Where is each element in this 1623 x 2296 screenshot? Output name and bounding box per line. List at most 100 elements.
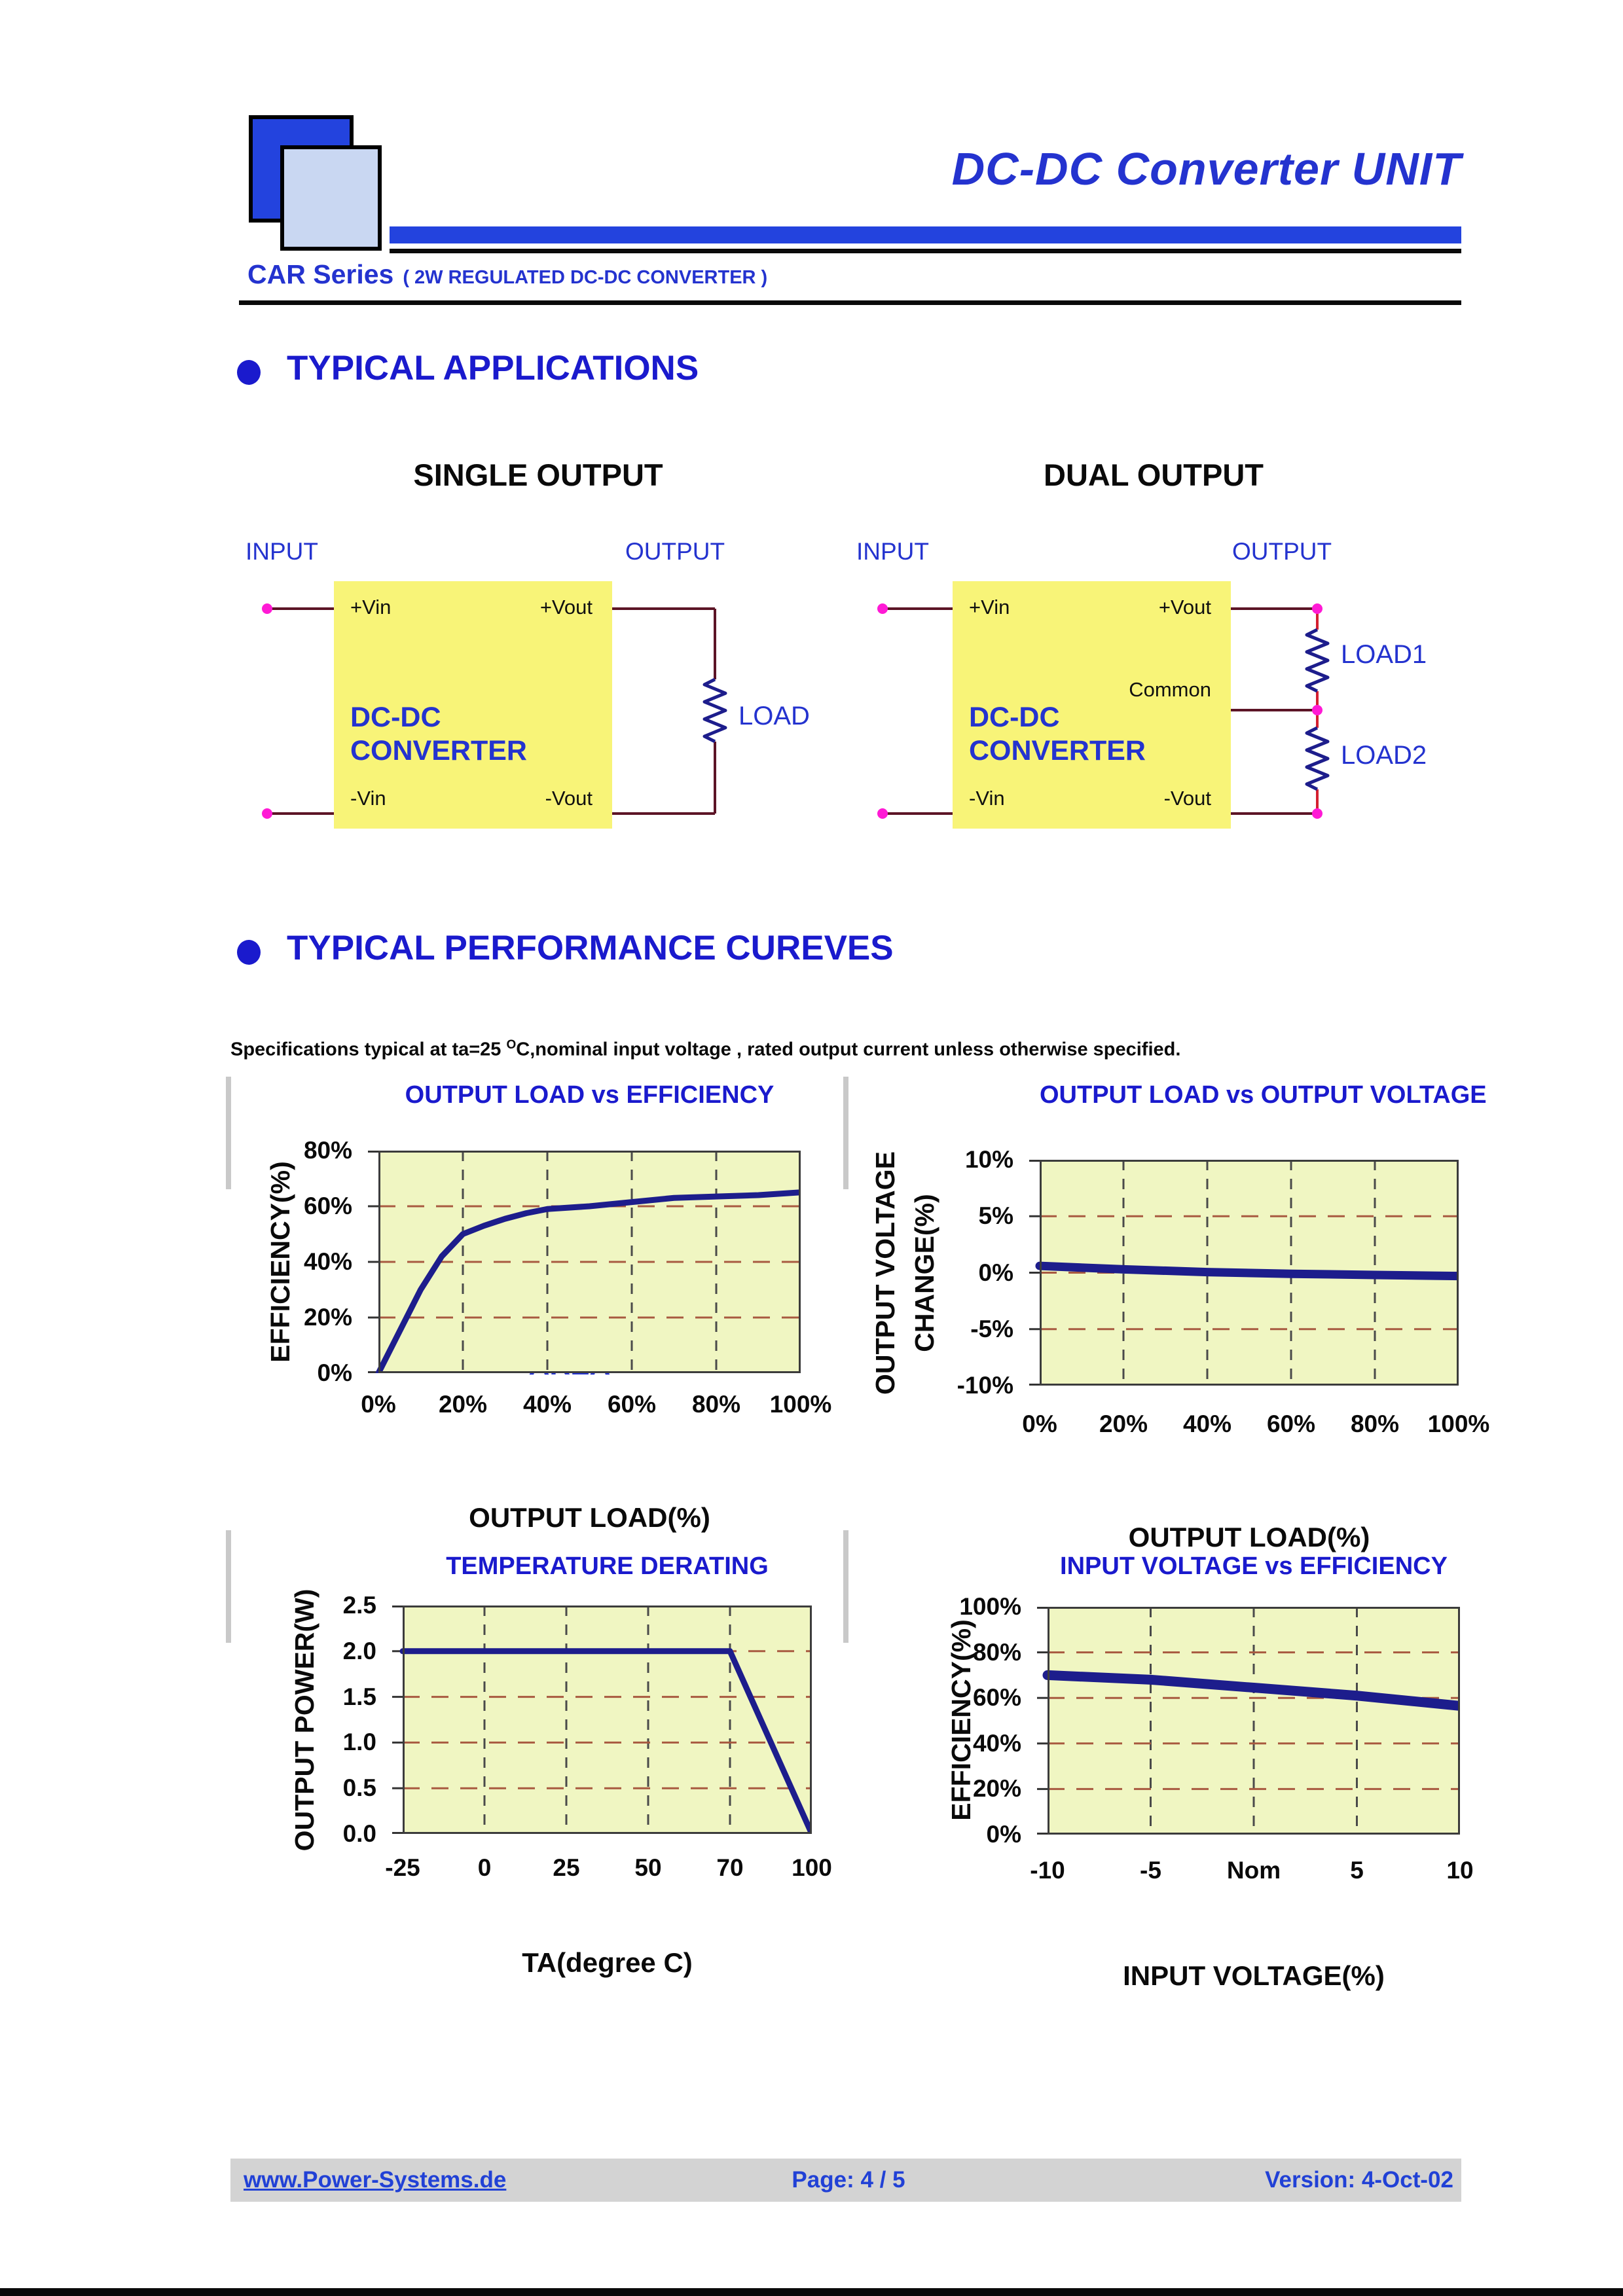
y-tick-label: 40% — [303, 1248, 352, 1275]
x-axis-label: OUTPUT LOAD(%) — [469, 1502, 710, 1533]
performance-heading: TYPICAL PERFORMANCE CUREVES — [287, 929, 894, 967]
spec-note-suffix: C,nominal input voltage , rated output c… — [516, 1039, 1181, 1060]
y-tick-label: 0% — [986, 1821, 1021, 1848]
applications-heading: TYPICAL APPLICATIONS — [287, 349, 699, 387]
cell-border-mark — [226, 1077, 231, 1189]
logo-front-square — [280, 145, 382, 251]
junction-dot — [877, 808, 888, 819]
y-tick-label: 60% — [303, 1193, 352, 1219]
y-tick-label: 80% — [303, 1137, 352, 1164]
junction-dot — [262, 603, 272, 614]
x-tick-label: -5 — [1140, 1857, 1161, 1884]
chart-title: INPUT VOLTAGE vs EFFICIENCY — [1060, 1552, 1448, 1580]
x-tick-label: 70 — [716, 1854, 744, 1881]
series-black-rule — [239, 300, 1461, 305]
single-box-title-line2: CONVERTER — [350, 735, 527, 766]
cell-border-mark — [843, 1530, 848, 1643]
circuit-wiring-svg — [262, 603, 1330, 819]
y-axis-label: EFFICIENCY(%) — [946, 1619, 976, 1821]
chart-title: OUTPUT LOAD vs EFFICIENCY — [405, 1081, 775, 1109]
x-tick-label: Nom — [1226, 1857, 1281, 1884]
series-name: CAR Series — [247, 259, 394, 289]
x-tick-label: 50 — [634, 1854, 662, 1881]
cell-border-mark — [226, 1530, 231, 1643]
cell-border-mark — [843, 1077, 848, 1189]
spec-note: Specifications typical at ta=25 OC,nomin… — [230, 1038, 1180, 1061]
dual-pin-vout-neg: -Vout — [1163, 787, 1211, 810]
series-description: ( 2W REGULATED DC-DC CONVERTER ) — [403, 267, 768, 288]
y-tick-label: 10% — [964, 1146, 1013, 1173]
y-tick-label: 5% — [978, 1202, 1013, 1230]
x-tick-label: 10 — [1446, 1857, 1474, 1884]
x-tick-label: 0 — [477, 1854, 492, 1881]
dual-circuit-wires — [883, 607, 1317, 815]
load2-resistor-symbol — [1305, 726, 1330, 791]
dual-input-label: INPUT — [856, 538, 929, 565]
dual-box-title-line1: DC-DC — [969, 702, 1060, 733]
dual-load1-label: LOAD1 — [1341, 640, 1427, 669]
y-tick-label: -5% — [970, 1315, 1013, 1342]
y-tick-label: 80% — [972, 1638, 1021, 1666]
dual-output-label: OUTPUT — [1232, 538, 1332, 565]
spec-note-degree: O — [506, 1038, 517, 1052]
junction-dot — [1312, 808, 1322, 819]
x-tick-label: 80% — [691, 1391, 741, 1418]
spec-note-prefix: Specifications typical at ta=25 — [230, 1039, 507, 1060]
single-output-heading: SINGLE OUTPUT — [413, 457, 663, 492]
single-box-title: DC-DC CONVERTER — [350, 701, 527, 768]
y-tick-label: 0% — [978, 1259, 1013, 1286]
junction-dot — [262, 808, 272, 819]
x-tick-label: 60% — [607, 1391, 657, 1418]
x-tick-label: 100 — [792, 1854, 832, 1881]
junction-dot — [1312, 705, 1322, 715]
chart-plot — [368, 1151, 801, 1373]
x-tick-label: -10 — [1030, 1857, 1065, 1884]
x-tick-label: 0% — [361, 1391, 396, 1418]
y-tick-label: 0.5 — [342, 1774, 376, 1802]
x-tick-label: 0% — [1022, 1410, 1057, 1437]
single-converter-box: +Vin +Vout -Vin -Vout DC-DC CONVERTER — [334, 581, 612, 829]
single-load-label: LOAD — [739, 702, 810, 730]
dual-pin-vin-neg: -Vin — [969, 787, 1005, 810]
single-box-title-line1: DC-DC — [350, 702, 441, 733]
performance-bullet-icon — [237, 940, 261, 965]
dual-pin-vout-pos: +Vout — [1158, 596, 1211, 619]
y-tick-label: 100% — [959, 1593, 1021, 1620]
series-line: CAR Series ( 2W REGULATED DC-DC CONVERTER… — [247, 259, 1426, 290]
website-link[interactable]: www.Power-Systems.de — [244, 2167, 507, 2193]
dual-output-heading: DUAL OUTPUT — [1044, 457, 1264, 492]
x-tick-label: 80% — [1350, 1410, 1400, 1437]
chart-plot — [1029, 1160, 1459, 1386]
x-tick-label: 20% — [438, 1391, 488, 1418]
single-input-label: INPUT — [246, 538, 318, 565]
x-tick-label: 40% — [1182, 1410, 1232, 1437]
x-axis-label: TA(degree C) — [522, 1947, 693, 1978]
junction-dot — [877, 603, 888, 614]
y-tick-label: 2.5 — [342, 1592, 376, 1619]
dual-load2-label: LOAD2 — [1341, 741, 1427, 770]
y-axis-label: OUTPUT POWER(W) — [289, 1588, 319, 1852]
footer-version: Version: 4-Oct-02 — [1265, 2167, 1453, 2193]
load-resistor-symbol — [702, 677, 727, 744]
chart-title: OUTPUT LOAD vs OUTPUT VOLTAGE — [1040, 1081, 1487, 1109]
single-pin-vout-pos: +Vout — [539, 596, 593, 619]
x-tick-label: -25 — [385, 1854, 420, 1881]
x-tick-label: 20% — [1099, 1410, 1148, 1437]
x-axis-label: INPUT VOLTAGE(%) — [1123, 1960, 1385, 1991]
dual-box-title-line2: CONVERTER — [969, 735, 1146, 766]
header-black-rule — [390, 249, 1461, 253]
chart-title: TEMPERATURE DERATING — [446, 1552, 769, 1580]
y-tick-label: 1.5 — [342, 1683, 376, 1710]
junction-dot — [1312, 603, 1322, 614]
dual-pin-common: Common — [1129, 678, 1211, 701]
x-axis-label: OUTPUT LOAD(%) — [1128, 1522, 1370, 1552]
x-tick-label: 100% — [1427, 1410, 1490, 1437]
y-tick-label: 40% — [972, 1729, 1021, 1757]
y-tick-label: 0.0 — [342, 1820, 376, 1847]
single-output-label: OUTPUT — [625, 538, 725, 565]
footer-page-number: Page: 4 / 5 — [792, 2167, 905, 2193]
applications-bullet-icon — [237, 360, 261, 385]
chart-plot — [392, 1605, 812, 1834]
single-circuit-wires — [267, 607, 716, 815]
